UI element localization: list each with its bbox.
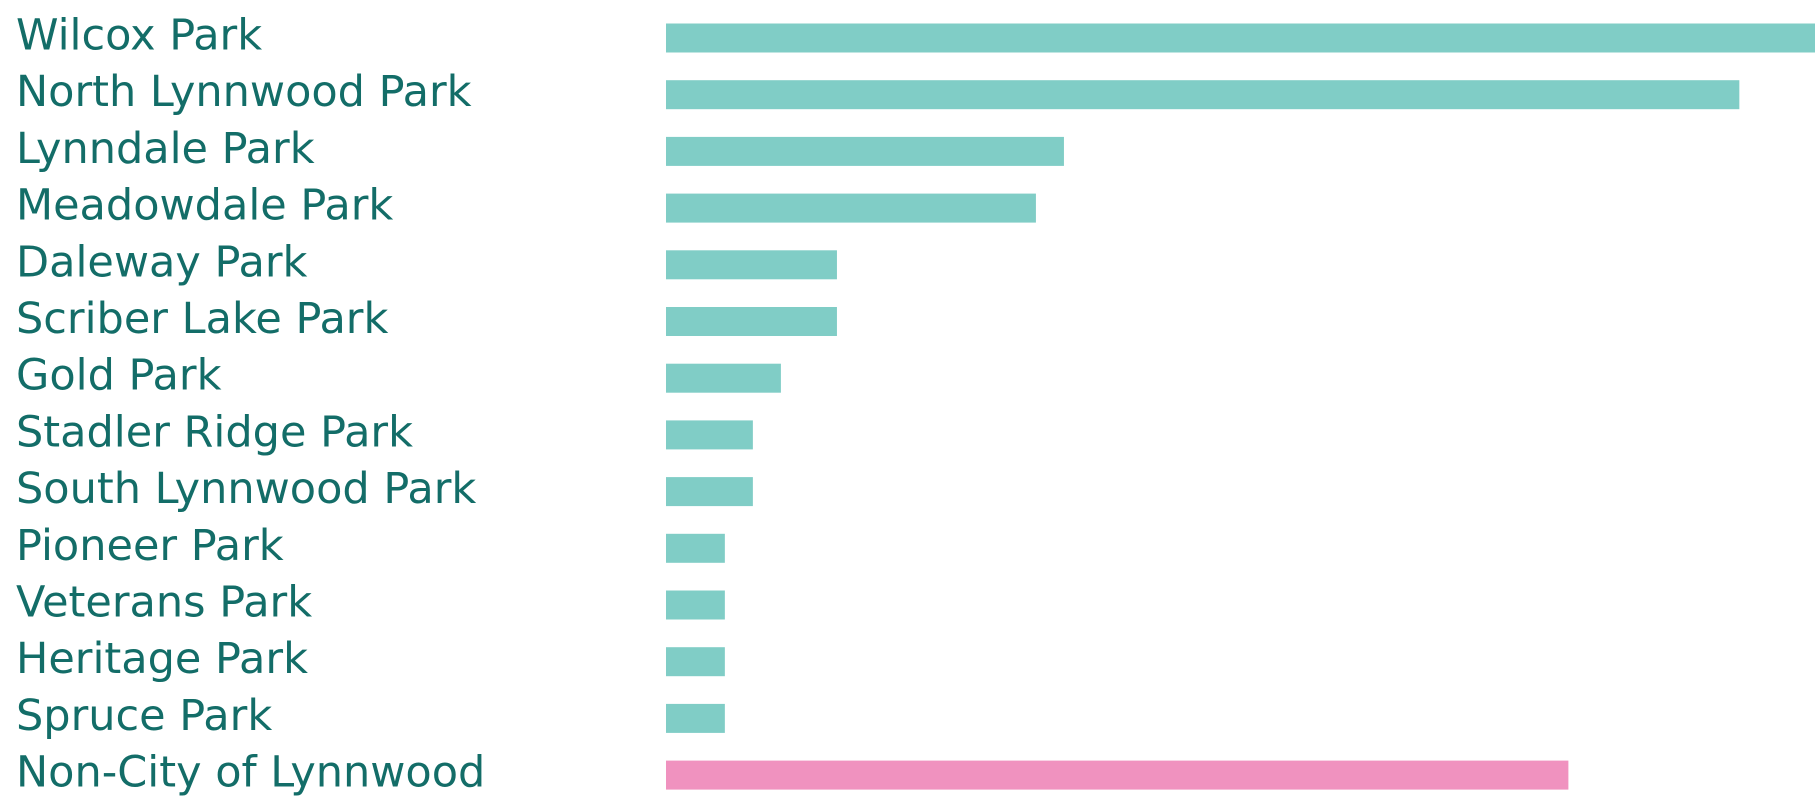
category-label: Lynndale Park <box>16 124 315 174</box>
bar <box>666 590 725 620</box>
bar <box>666 703 725 733</box>
category-label: Spruce Park <box>16 691 272 741</box>
category-labels: Wilcox Park North Lynnwood Park Lynndale P… <box>16 11 485 798</box>
bar <box>666 420 753 450</box>
category-label: Veterans Park <box>16 578 312 628</box>
bar <box>666 477 753 507</box>
bar <box>666 533 725 563</box>
bar <box>666 250 837 280</box>
bar <box>666 193 1036 223</box>
category-label: Scriber Lake Park <box>16 294 388 344</box>
category-label: Stadler Ridge Park <box>16 407 413 457</box>
bar <box>666 23 1815 53</box>
bar <box>666 136 1064 166</box>
category-label: North Lynnwood Park <box>16 67 472 117</box>
category-label: Wilcox Park <box>16 11 262 61</box>
bar <box>666 80 1740 110</box>
category-label: Heritage Park <box>16 634 308 684</box>
bar <box>666 647 725 677</box>
category-label: Daleway Park <box>16 237 308 287</box>
bar <box>666 363 781 393</box>
category-label: Non-City of Lynnwood <box>16 748 485 798</box>
category-label: Gold Park <box>16 351 222 401</box>
bar <box>666 760 1569 790</box>
category-label: Meadowdale Park <box>16 181 393 231</box>
bar <box>666 307 837 336</box>
category-label: South Lynnwood Park <box>16 464 476 514</box>
category-label: Pioneer Park <box>16 521 284 571</box>
bars <box>666 23 1815 790</box>
